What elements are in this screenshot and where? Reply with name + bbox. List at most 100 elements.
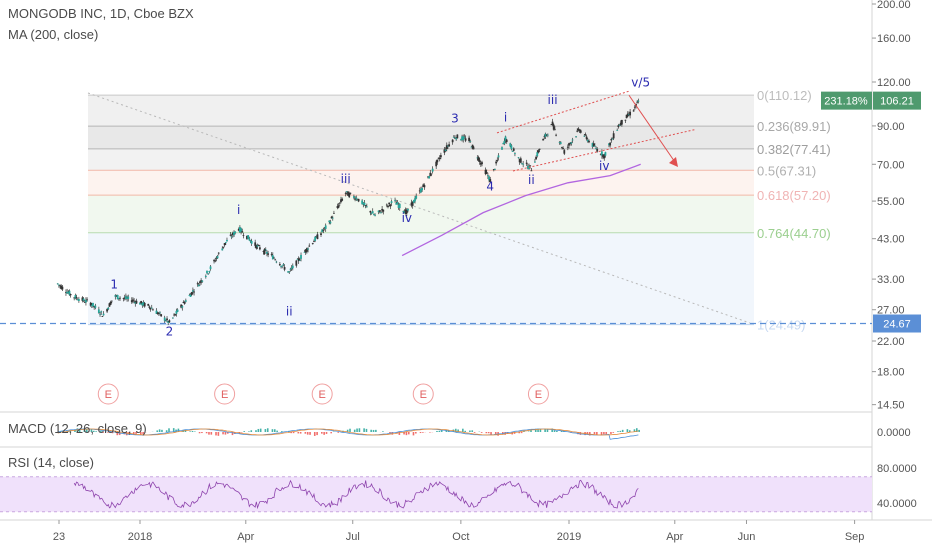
macd-bar <box>205 432 208 434</box>
macd-bar <box>161 429 163 432</box>
macd-bar <box>353 429 356 432</box>
candle-body <box>90 304 93 306</box>
candle-body <box>396 201 399 205</box>
candle-body <box>502 143 505 144</box>
candle-body <box>476 157 479 159</box>
time-tick-label: Jul <box>346 531 360 543</box>
candle-body <box>65 292 67 294</box>
macd-bar <box>560 430 563 432</box>
fib-zone <box>88 195 754 233</box>
macd-bar <box>172 428 175 432</box>
fib-label: 0.618(57.20) <box>757 188 831 203</box>
earnings-marker-circle <box>527 383 549 405</box>
candle-body <box>526 166 529 169</box>
candle-body <box>109 301 112 305</box>
macd-bar <box>462 428 464 432</box>
candle-body <box>578 129 581 132</box>
macd-bar <box>603 432 605 435</box>
macd-bar <box>485 432 488 434</box>
candle-body <box>349 192 352 194</box>
macd-bar <box>111 432 114 434</box>
earnings-marker-label: E <box>420 389 427 401</box>
candle-body <box>139 302 141 305</box>
candle-body <box>257 245 260 246</box>
candle-body <box>191 290 194 292</box>
macd-bar <box>255 430 257 432</box>
candle-body <box>637 100 640 102</box>
candle-body <box>447 145 449 147</box>
support-badge <box>873 314 921 333</box>
earnings-marker-label: E <box>221 389 228 401</box>
candle-body <box>147 303 150 306</box>
macd-bar <box>396 432 398 434</box>
candle-body <box>76 299 79 301</box>
candle-body <box>504 136 507 141</box>
candle-body <box>501 147 503 150</box>
candle-body <box>124 296 127 299</box>
candle-body <box>142 302 145 306</box>
fib-zone <box>88 126 754 149</box>
candle-body <box>85 299 87 303</box>
wave-label: v/5 <box>631 76 650 90</box>
macd-bar <box>617 431 619 432</box>
candle-body <box>470 146 473 148</box>
ma-200-line <box>401 163 641 257</box>
macd-bar <box>530 430 532 432</box>
candle-body <box>428 176 431 179</box>
candle-body <box>569 143 572 144</box>
time-tick-label: Oct <box>452 531 469 543</box>
fib-label: 0.236(89.91) <box>757 119 831 134</box>
candle-body <box>168 320 171 323</box>
macd-bar <box>422 432 424 433</box>
candle-body <box>282 264 285 266</box>
candle-body <box>304 249 307 253</box>
wave-label: 4 <box>486 179 494 193</box>
macd-bar <box>523 431 525 432</box>
candle-body <box>593 145 596 147</box>
macd-bar <box>480 432 483 433</box>
candle-body <box>132 299 134 301</box>
candle-body <box>241 231 244 233</box>
macd-bar <box>201 432 203 434</box>
macd-bar <box>100 430 102 432</box>
candle-body <box>443 149 446 153</box>
macd-bar <box>469 430 471 432</box>
time-tick-label: Sep <box>845 531 865 543</box>
candle-body <box>412 200 415 203</box>
time-tick-label: Apr <box>237 531 254 543</box>
candle-body <box>616 129 619 131</box>
candle-body <box>240 228 242 233</box>
candle-body <box>216 256 219 259</box>
candle-body <box>201 280 204 282</box>
macd-bar <box>297 432 300 434</box>
candle-body <box>224 242 227 243</box>
candle-body <box>239 227 241 233</box>
candle-body <box>546 134 549 136</box>
candle-body <box>315 236 318 238</box>
candle-body <box>543 136 546 138</box>
candle-body <box>281 265 284 267</box>
macd-bar <box>436 430 438 432</box>
candle-body <box>576 130 579 132</box>
candle-body <box>599 154 602 156</box>
candle-body <box>308 245 311 247</box>
macd-bar <box>513 432 516 434</box>
candle-body <box>452 136 455 138</box>
candle-body <box>256 245 259 247</box>
projection-arrowhead <box>669 157 678 167</box>
candle-body <box>422 184 425 187</box>
macd-bar <box>321 432 323 434</box>
candle-body <box>505 139 508 143</box>
candle-body <box>617 125 620 128</box>
candle-body <box>389 204 392 207</box>
candle-body <box>370 212 373 214</box>
candle-body <box>568 143 570 146</box>
macd-bar <box>306 432 309 435</box>
rsi-line <box>73 479 639 510</box>
candle-body <box>361 200 364 205</box>
candle-body <box>439 155 442 158</box>
macd-bar <box>579 432 582 435</box>
macd-bar <box>600 432 603 436</box>
candle-body <box>612 133 615 139</box>
